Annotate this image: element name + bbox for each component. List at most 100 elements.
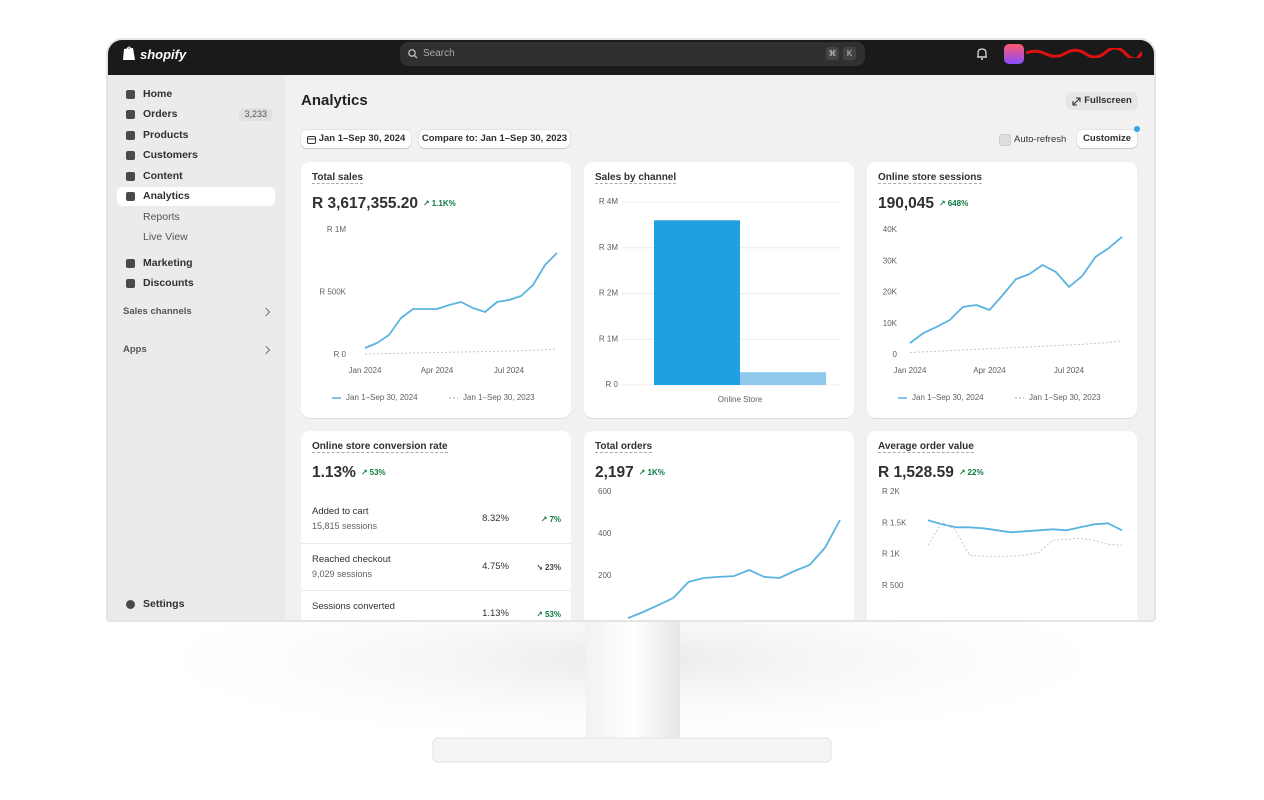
logo[interactable]: shopify: [140, 47, 187, 62]
nav-label: Reports: [143, 211, 180, 223]
row-change: 7%: [541, 515, 561, 524]
chart-card[interactable]: R 500 R 1K R 1.5K R 2K Average order value R …: [867, 431, 1137, 620]
nav-item[interactable]: Analytics: [117, 187, 275, 206]
calendar-icon: [307, 136, 316, 144]
nav-item[interactable]: Products: [117, 126, 275, 145]
stand-neck: [586, 618, 680, 746]
legend-label: Jan 1–Sep 30, 2024: [346, 393, 418, 402]
y-tick-label: 600: [598, 487, 612, 496]
chart-card[interactable]: 200 400 600 Total orders 2,197 1K%: [584, 431, 854, 620]
avatar[interactable]: [1004, 44, 1024, 64]
nav-item[interactable]: Home: [117, 85, 275, 104]
nav-icon: [126, 90, 135, 99]
legend-label: Jan 1–Sep 30, 2023: [1029, 393, 1101, 402]
chart: R 0 R 500K R 1M Jan 2024 Apr 2024 Jul 2024 Jan…: [319, 225, 558, 402]
row-rate: 8.32%: [482, 513, 509, 524]
y-tick-label: R 4M: [599, 197, 618, 206]
y-tick-label: 400: [598, 529, 612, 538]
x-tick-label: Jan 2024: [894, 366, 927, 375]
metric: 190,045: [878, 195, 935, 212]
y-tick-label: R 1K: [882, 550, 900, 559]
y-tick-label: R 2M: [599, 289, 618, 298]
nav-label: Settings: [143, 598, 185, 610]
date-range-button[interactable]: Jan 1–Sep 30, 2024: [301, 130, 411, 148]
funnel-row[interactable]: Sessions converted 1.13% 53%: [301, 590, 571, 620]
stand-base: [432, 737, 832, 763]
change: 22%: [959, 468, 984, 477]
nav-item[interactable]: Customers: [117, 146, 275, 165]
change: 648%: [939, 199, 968, 208]
nav-label: Marketing: [143, 257, 193, 269]
nav-item[interactable]: Marketing: [117, 254, 275, 273]
change: 1K%: [639, 468, 665, 477]
nav-icon: [126, 151, 135, 160]
chart-card[interactable]: 0 10K 20K 30K 40K Jan 2024 Apr 2024 Jul 2024 Jan…: [867, 162, 1137, 418]
card-title: Sales by channel: [595, 172, 677, 184]
card-value: 190,045 648%: [878, 195, 968, 213]
line: [364, 252, 558, 349]
x-tick-label: Jul 2024: [494, 366, 525, 375]
funnel-row[interactable]: Reached checkout 9,029 sessions 4.75% 23%: [301, 543, 571, 591]
line: [909, 236, 1123, 344]
change: 53%: [361, 468, 386, 477]
row-label: Sessions converted: [312, 601, 395, 612]
card-value: 1.13% 53%: [312, 464, 386, 482]
nav-item[interactable]: Settings: [117, 595, 275, 614]
card-value: R 3,617,355.20 1.1K%: [312, 195, 456, 213]
card-title: Online store sessions: [878, 172, 982, 184]
nav-label: Products: [143, 129, 189, 141]
search-box[interactable]: Search ⌘ K: [400, 42, 865, 66]
nav-item[interactable]: Orders 3,233: [117, 105, 275, 124]
button-label: Compare to: Jan 1–Sep 30, 2023: [421, 133, 568, 144]
x-tick-label: Online Store: [718, 395, 763, 404]
nav-icon: [126, 110, 135, 119]
checkbox-label: Auto-refresh: [1014, 134, 1067, 145]
nav-icon: [126, 192, 135, 201]
chart-card[interactable]: R 0 R 1M R 2M R 3M R 4M Online Store Sales by …: [584, 162, 854, 418]
button-label: Jan 1–Sep 30, 2024: [318, 133, 406, 144]
y-tick-label: 0: [893, 350, 898, 359]
customize-button[interactable]: Customize: [1077, 130, 1137, 148]
nav-item[interactable]: Discounts: [117, 274, 275, 293]
funnel-row[interactable]: Added to cart 15,815 sessions 8.32% 7%: [301, 496, 571, 543]
x-tick-label: Jul 2024: [1054, 366, 1085, 375]
nav-item[interactable]: Live View: [117, 228, 275, 247]
y-tick-label: R 0: [606, 380, 619, 389]
y-tick-label: R 2K: [882, 487, 900, 496]
compare-button[interactable]: Compare to: Jan 1–Sep 30, 2023: [419, 130, 570, 148]
line: [627, 519, 841, 619]
badge: 3,233: [239, 108, 272, 121]
search-icon: [408, 49, 418, 59]
nav-item[interactable]: Reports: [117, 208, 275, 227]
nav-item[interactable]: Content: [117, 167, 275, 186]
bell-icon[interactable]: [976, 47, 988, 60]
line: [927, 521, 1123, 557]
notification-dot: [1134, 126, 1140, 132]
nav-label: Home: [143, 88, 173, 100]
line: [909, 340, 1123, 353]
row-sessions: 9,029 sessions: [312, 569, 373, 579]
y-tick-label: R 500K: [319, 288, 346, 297]
x-tick-label: Apr 2024: [973, 366, 1006, 375]
line: [364, 348, 558, 355]
legend-label: Jan 1–Sep 30, 2024: [912, 393, 984, 402]
y-tick-label: R 1M: [327, 225, 346, 234]
row-rate: 4.75%: [482, 561, 509, 572]
section-label[interactable]: Sales channels: [123, 306, 192, 317]
nav-label: Orders: [143, 108, 178, 120]
screen: shopify Search ⌘ K Home Orders 3,233 Produc…: [108, 40, 1154, 620]
section-label[interactable]: Apps: [123, 344, 147, 355]
fullscreen-button[interactable]: Fullscreen: [1066, 92, 1138, 110]
checkbox[interactable]: [999, 134, 1011, 146]
chart-card[interactable]: R 0 R 500K R 1M Jan 2024 Apr 2024 Jul 2024 Jan…: [301, 162, 571, 418]
row-change: 53%: [536, 610, 561, 619]
metric: R 1,528.59: [878, 464, 954, 481]
chevron: [261, 345, 271, 355]
conversion-card[interactable]: Online store conversion rate 1.13% 53% Ad…: [301, 431, 571, 620]
y-tick-label: 40K: [883, 225, 898, 234]
row-sessions: 15,815 sessions: [312, 521, 378, 531]
x-tick-label: Apr 2024: [421, 366, 454, 375]
legend-label: Jan 1–Sep 30, 2023: [463, 393, 535, 402]
x-tick-label: Jan 2024: [349, 366, 382, 375]
page-title: Analytics: [301, 92, 368, 109]
